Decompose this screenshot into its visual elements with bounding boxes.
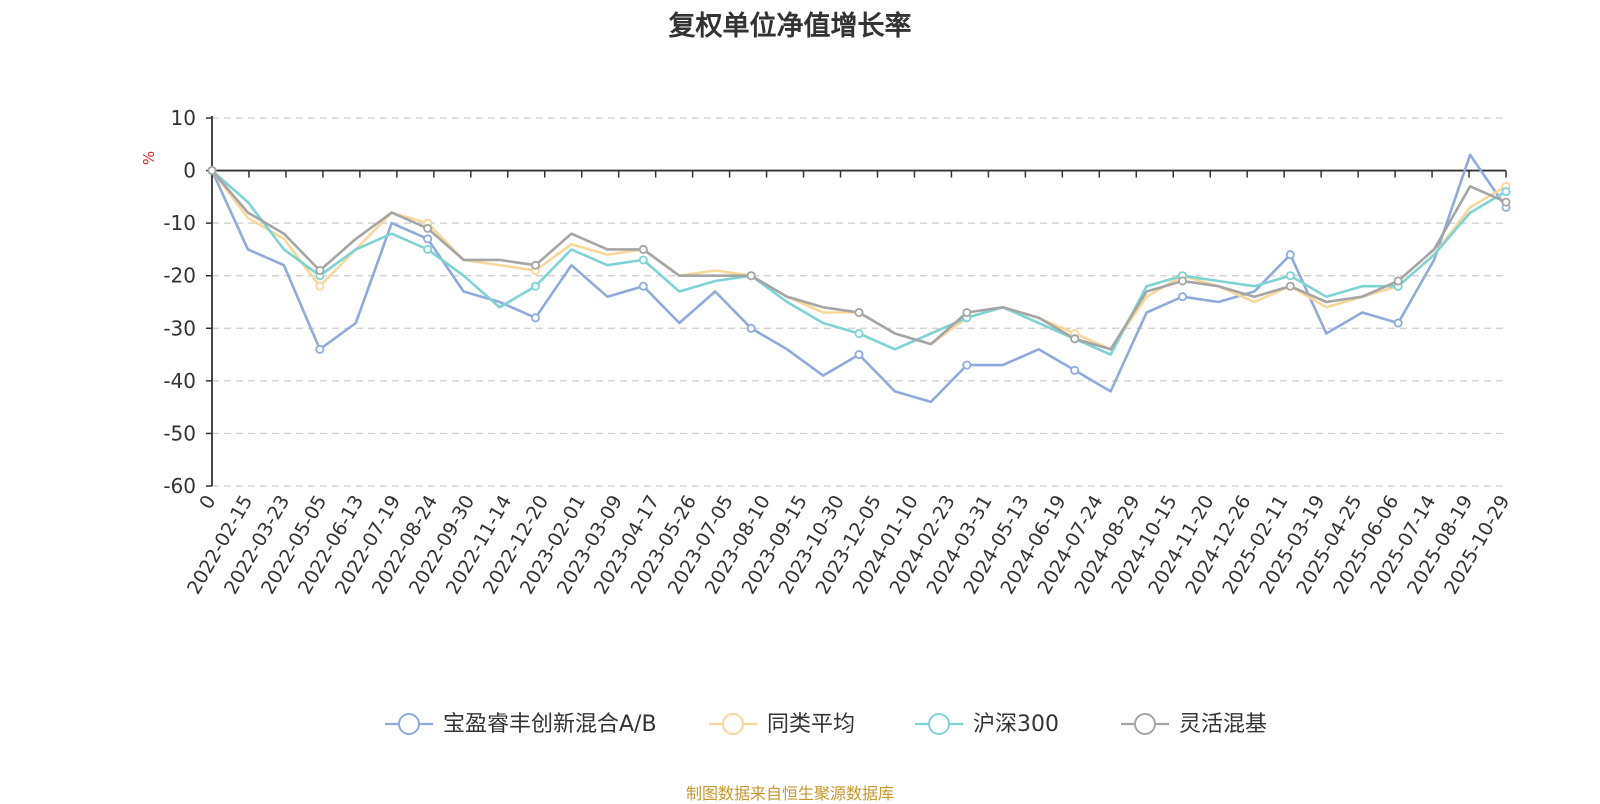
legend-label: 灵活混基: [1179, 712, 1267, 737]
data-point: [531, 260, 541, 270]
data-point: [531, 313, 541, 323]
line-chart: 100-10-20-30-40-50-60%02022-02-152022-03…: [140, 106, 1514, 737]
series-line-1: [210, 153, 1508, 404]
data-point: [962, 360, 972, 370]
data-point: [1501, 187, 1511, 197]
data-point: [315, 344, 325, 354]
series-line-2: [210, 169, 1507, 351]
legend: 宝盈睿丰创新混合A/B 同类平均 沪深300 灵活混基: [385, 712, 1267, 737]
data-point: [962, 308, 972, 318]
legend-label: 同类平均: [767, 712, 855, 737]
y-tick-label: -10: [163, 211, 196, 235]
data-point: [1178, 292, 1188, 302]
source-note: 制图数据来自恒生聚源数据库: [685, 784, 894, 803]
y-tick-label: 10: [171, 106, 196, 130]
x-tick-label: 0: [195, 492, 220, 513]
data-point: [315, 281, 325, 291]
data-point: [746, 271, 756, 281]
y-tick-label: -30: [163, 316, 196, 340]
data-point: [638, 255, 648, 265]
y-tick-label: -50: [163, 421, 196, 445]
data-point: [1285, 250, 1295, 260]
legend-marker: [722, 713, 744, 735]
y-tick-label: 0: [183, 159, 196, 183]
y-tick-label: -20: [163, 264, 196, 288]
data-point: [854, 308, 864, 318]
data-point: [423, 244, 433, 254]
data-point: [1393, 276, 1403, 286]
data-point: [207, 166, 217, 176]
legend-marker: [928, 713, 950, 735]
data-point: [1070, 365, 1080, 375]
data-point: [423, 234, 433, 244]
legend-marker: [398, 713, 420, 735]
data-point: [1285, 281, 1295, 291]
series-line-4: [211, 169, 1507, 351]
data-point: [1501, 197, 1511, 207]
y-tick-label: -60: [163, 474, 196, 498]
data-point: [638, 281, 648, 291]
y-tick-label: -40: [163, 369, 196, 393]
data-point: [1178, 276, 1188, 286]
data-point: [1070, 334, 1080, 344]
legend-label: 宝盈睿丰创新混合A/B: [443, 712, 657, 737]
series-markers: [207, 166, 1511, 375]
legend-label: 沪深300: [973, 712, 1059, 737]
series-lines: [210, 153, 1508, 404]
series-line-3: [211, 169, 1507, 356]
data-point: [423, 223, 433, 233]
data-point: [854, 329, 864, 339]
data-point: [531, 281, 541, 291]
legend-marker: [1134, 713, 1156, 735]
y-axis-unit: %: [140, 151, 158, 165]
data-point: [854, 350, 864, 360]
axes: 100-10-20-30-40-50-60%02022-02-152022-03…: [140, 106, 1514, 598]
chart-title: 复权单位净值增长率: [668, 11, 912, 42]
data-point: [746, 323, 756, 333]
data-point: [315, 265, 325, 275]
data-point: [638, 244, 648, 254]
data-point: [1393, 318, 1403, 328]
data-point: [1285, 271, 1295, 281]
